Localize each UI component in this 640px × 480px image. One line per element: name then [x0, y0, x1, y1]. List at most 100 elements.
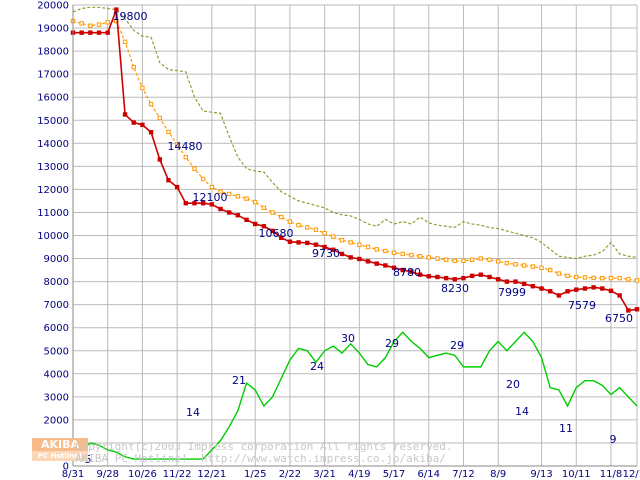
- series-marker-average-price: [365, 244, 371, 250]
- x-axis-tick-label: 4/19: [348, 469, 370, 480]
- series-marker-lowest-price: [365, 259, 371, 264]
- y-axis-tick-label: 2000: [44, 415, 69, 426]
- price-data-label: 7999: [498, 286, 526, 299]
- x-axis-tick-label: 2/22: [279, 469, 301, 480]
- series-marker-lowest-price: [548, 289, 553, 294]
- series-marker-average-price: [513, 262, 518, 267]
- series-marker-lowest-price: [504, 279, 510, 284]
- series-marker-average-price: [574, 274, 579, 280]
- series-line-highest-price: [72, 6, 638, 260]
- series-marker-average-price: [469, 257, 475, 262]
- price-data-label: 14480: [168, 140, 203, 153]
- series-marker-lowest-price: [270, 228, 275, 234]
- count-data-label: 14: [186, 406, 200, 419]
- x-axis-tick-label: 12/15: [623, 469, 640, 480]
- axis-lines: [72, 5, 637, 467]
- x-axis-tick-label: 3/21: [313, 469, 335, 480]
- series-marker-lowest-price: [626, 308, 631, 313]
- series-marker-lowest-price: [322, 244, 327, 250]
- site-url-line: AKIBA PC Hotline! http://www.watch.impre…: [75, 452, 446, 465]
- x-axis-tick-label: 8/9: [490, 469, 506, 480]
- x-axis-tick-label: 9/28: [96, 469, 118, 480]
- x-axis-tick-label: 11/8: [600, 469, 622, 480]
- x-axis-tick-label: 6/14: [418, 469, 440, 480]
- series-marker-average-price: [522, 263, 527, 268]
- series-marker-lowest-price: [400, 267, 405, 273]
- y-axis-tick-label: 14000: [37, 139, 69, 150]
- series-marker-lowest-price: [443, 275, 449, 281]
- series-marker-lowest-price: [96, 30, 102, 35]
- series-marker-average-price: [435, 256, 440, 261]
- series-marker-average-price: [582, 275, 588, 280]
- series-marker-lowest-price: [209, 202, 215, 207]
- series-marker-average-price: [157, 115, 162, 121]
- series-marker-lowest-price: [582, 286, 588, 291]
- series-marker-lowest-price: [88, 30, 93, 35]
- series-marker-average-price: [409, 252, 414, 258]
- series-marker-average-price: [556, 271, 562, 276]
- series-marker-lowest-price: [600, 286, 605, 291]
- count-data-label: 5: [85, 453, 92, 466]
- y-axis-tick-label: 7000: [44, 300, 69, 311]
- series-marker-lowest-price: [383, 263, 388, 268]
- series-marker-lowest-price: [634, 307, 640, 312]
- series-marker-average-price: [461, 258, 466, 264]
- price-data-label: 8780: [393, 266, 421, 279]
- series-marker-lowest-price: [105, 30, 110, 35]
- series-marker-lowest-price: [469, 273, 475, 279]
- price-data-label: 10680: [259, 227, 294, 240]
- count-data-labels: 5 14 21 24 30 29 29 20 14 11 9: [85, 332, 617, 466]
- series-marker-lowest-price: [218, 206, 223, 212]
- series-marker-average-price: [452, 258, 457, 264]
- series-marker-lowest-price: [122, 112, 128, 117]
- count-data-label: 24: [310, 360, 324, 373]
- series-marker-average-price: [357, 242, 362, 247]
- count-data-label: 11: [559, 422, 573, 435]
- series-marker-average-price: [443, 257, 449, 262]
- series-marker-average-price: [348, 240, 353, 245]
- y-axis-tick-label: 3000: [44, 392, 69, 403]
- series-marker-lowest-price: [131, 120, 136, 125]
- y-axis-tick-label: 6000: [44, 323, 69, 334]
- shop-count-line: [72, 331, 638, 460]
- series-marker-lowest-price: [574, 287, 579, 292]
- y-axis-tick-label: 0: [63, 462, 69, 473]
- y-axis-tick-label: 13000: [37, 162, 69, 173]
- x-axis-tick-label: 5/17: [383, 469, 405, 480]
- series-marker-average-price: [548, 267, 553, 273]
- series-marker-lowest-price: [192, 201, 197, 206]
- copyright-line: Copyright(c)2003 Impress corporation All…: [75, 440, 453, 453]
- y-axis-tick-label: 15000: [37, 116, 69, 127]
- series-marker-lowest-price: [539, 286, 544, 291]
- series-marker-lowest-price: [591, 285, 596, 290]
- series-marker-lowest-price: [426, 274, 431, 279]
- series-marker-average-price: [331, 234, 336, 239]
- count-data-label: 29: [450, 339, 464, 352]
- series-marker-lowest-price: [287, 239, 293, 244]
- akiba-logo-subtitle: PC Hotline!: [32, 451, 88, 461]
- x-axis-tick-label: 12/21: [197, 469, 226, 480]
- series-marker-average-price: [244, 196, 249, 201]
- count-data-label: 9: [610, 433, 617, 446]
- series-marker-average-price: [626, 277, 631, 282]
- series-marker-lowest-price: [174, 184, 180, 190]
- series-marker-average-price: [383, 248, 388, 254]
- series-marker-lowest-price: [244, 217, 249, 223]
- y-axis-tick-label: 10000: [37, 231, 69, 242]
- series-marker-lowest-price: [478, 272, 484, 277]
- series-marker-lowest-price: [452, 277, 457, 282]
- series-marker-lowest-price: [348, 255, 353, 260]
- series-marker-lowest-price: [556, 293, 562, 298]
- akiba-logo-title: AKIBA: [32, 438, 88, 451]
- series-marker-lowest-price: [391, 265, 397, 270]
- series-marker-average-price: [400, 251, 405, 257]
- series-marker-average-price: [200, 176, 206, 182]
- series-marker-lowest-price: [565, 289, 570, 294]
- series-marker-lowest-price: [374, 261, 379, 266]
- series-marker-average-price: [634, 278, 640, 283]
- count-data-label: 21: [232, 374, 246, 387]
- series-marker-average-price: [209, 184, 215, 190]
- count-data-label: 29: [385, 337, 399, 350]
- gridlines: [72, 4, 638, 467]
